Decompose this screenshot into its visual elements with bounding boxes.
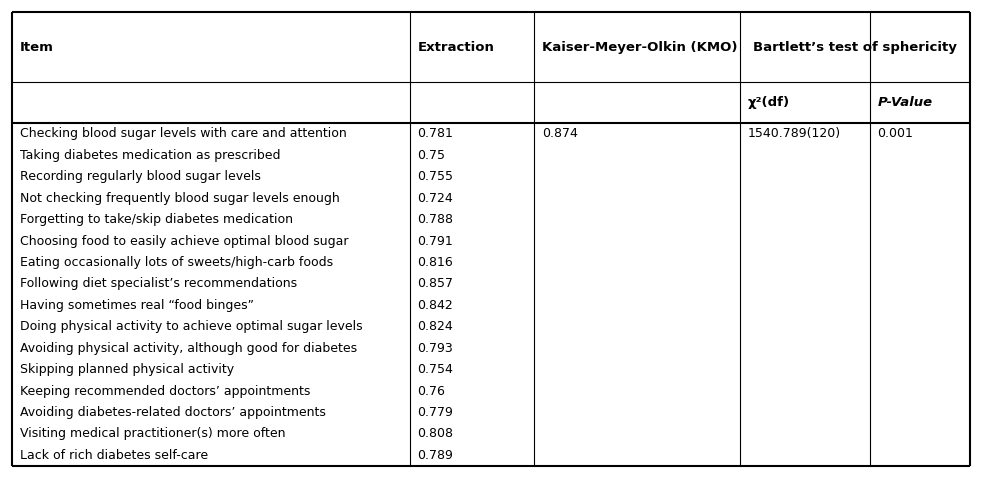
Text: Forgetting to take/skip diabetes medication: Forgetting to take/skip diabetes medicat… — [20, 213, 293, 226]
Text: Avoiding physical activity, although good for diabetes: Avoiding physical activity, although goo… — [20, 342, 356, 355]
Text: Visiting medical practitioner(s) more often: Visiting medical practitioner(s) more of… — [20, 427, 285, 440]
Text: Following diet specialist’s recommendations: Following diet specialist’s recommendati… — [20, 277, 297, 291]
Text: Taking diabetes medication as prescribed: Taking diabetes medication as prescribed — [20, 149, 280, 162]
Text: Not checking frequently blood sugar levels enough: Not checking frequently blood sugar leve… — [20, 192, 340, 205]
Text: χ²(df): χ²(df) — [748, 96, 791, 109]
Text: Checking blood sugar levels with care and attention: Checking blood sugar levels with care an… — [20, 128, 347, 141]
Text: P-Value: P-Value — [878, 96, 933, 109]
Text: 0.788: 0.788 — [417, 213, 454, 226]
Text: 0.793: 0.793 — [417, 342, 453, 355]
Text: 0.781: 0.781 — [417, 128, 454, 141]
Text: 0.755: 0.755 — [417, 170, 454, 183]
Text: 0.842: 0.842 — [417, 299, 453, 312]
Text: Kaiser-Meyer-Olkin (KMO): Kaiser-Meyer-Olkin (KMO) — [542, 41, 737, 54]
Text: Doing physical activity to achieve optimal sugar levels: Doing physical activity to achieve optim… — [20, 320, 362, 333]
Text: 0.791: 0.791 — [417, 235, 453, 248]
Text: 0.001: 0.001 — [878, 128, 913, 141]
Text: Keeping recommended doctors’ appointments: Keeping recommended doctors’ appointment… — [20, 385, 310, 398]
Text: 1540.789(120): 1540.789(120) — [748, 128, 842, 141]
Text: Bartlett’s test of sphericity: Bartlett’s test of sphericity — [753, 41, 957, 54]
Text: Item: Item — [20, 41, 53, 54]
Text: Choosing food to easily achieve optimal blood sugar: Choosing food to easily achieve optimal … — [20, 235, 349, 248]
Text: Extraction: Extraction — [417, 41, 494, 54]
Text: 0.754: 0.754 — [417, 363, 454, 376]
Text: 0.724: 0.724 — [417, 192, 453, 205]
Text: 0.76: 0.76 — [417, 385, 445, 398]
Text: Skipping planned physical activity: Skipping planned physical activity — [20, 363, 234, 376]
Text: Recording regularly blood sugar levels: Recording regularly blood sugar levels — [20, 170, 260, 183]
Text: Lack of rich diabetes self-care: Lack of rich diabetes self-care — [20, 449, 208, 462]
Text: Eating occasionally lots of sweets/high-carb foods: Eating occasionally lots of sweets/high-… — [20, 256, 333, 269]
Text: 0.789: 0.789 — [417, 449, 454, 462]
Text: 0.75: 0.75 — [417, 149, 446, 162]
Text: 0.857: 0.857 — [417, 277, 454, 291]
Text: 0.808: 0.808 — [417, 427, 454, 440]
Text: 0.874: 0.874 — [542, 128, 577, 141]
Text: Having sometimes real “food binges”: Having sometimes real “food binges” — [20, 299, 253, 312]
Text: 0.824: 0.824 — [417, 320, 453, 333]
Text: 0.779: 0.779 — [417, 406, 454, 419]
Text: 0.816: 0.816 — [417, 256, 453, 269]
Text: Avoiding diabetes-related doctors’ appointments: Avoiding diabetes-related doctors’ appoi… — [20, 406, 325, 419]
